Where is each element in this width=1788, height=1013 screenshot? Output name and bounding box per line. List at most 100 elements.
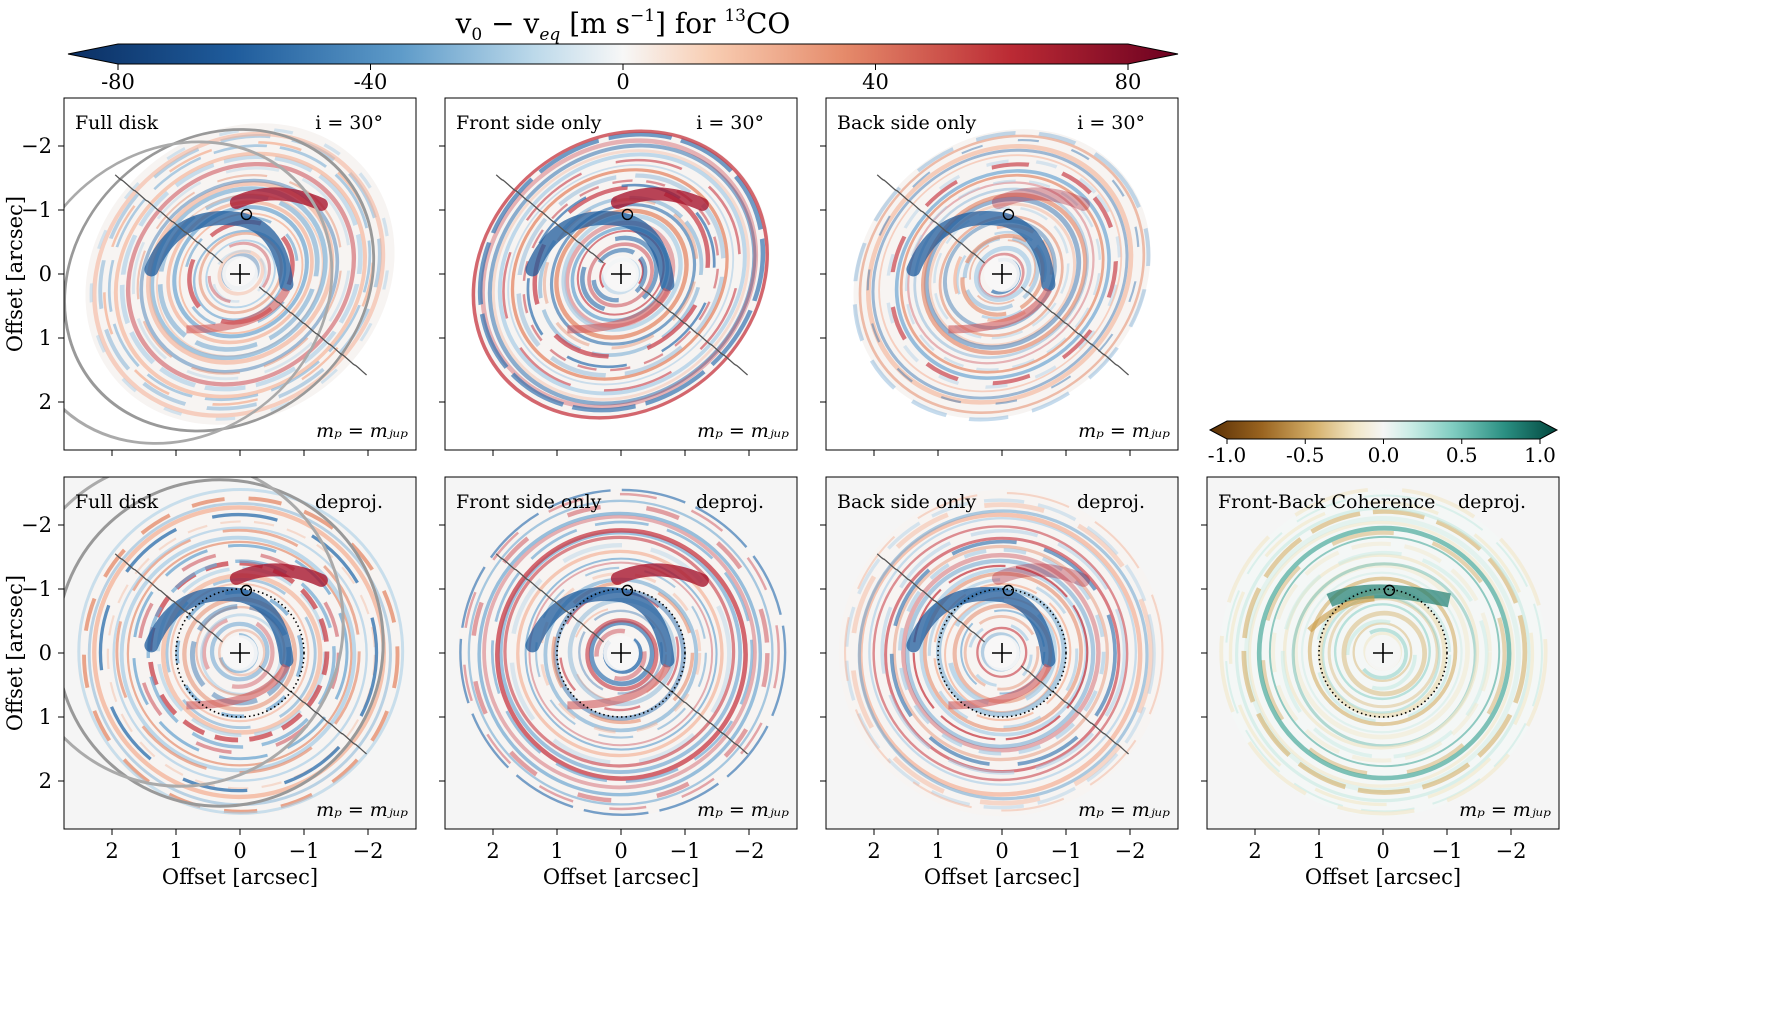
velocity-ring [98, 512, 379, 793]
panel-map [852, 129, 1151, 422]
colorbar-main-tick-label: -40 [354, 70, 388, 94]
x-axis-label: Offset [arcsec] [162, 865, 318, 889]
x-tick-label: 2 [105, 839, 118, 863]
axis-line-lower [1020, 665, 1130, 755]
velocity-ring [495, 528, 748, 781]
velocity-ring [1300, 571, 1463, 734]
planet-mass-label: mₚ = mⱼᵤₚ [316, 420, 408, 442]
disk-edge-contour [64, 478, 385, 808]
velocity-ring [487, 143, 757, 406]
y-tick-label: 0 [39, 641, 52, 665]
colorbar-coherence-tick-label: 0.5 [1446, 443, 1478, 467]
velocity-ring [205, 239, 276, 309]
velocity-ring [561, 213, 683, 332]
velocity-ring [878, 154, 1123, 393]
velocity-ring [471, 129, 769, 420]
lower-wake-positive [186, 287, 290, 334]
planet-marker [1002, 208, 1015, 221]
y-tick-label: −2 [21, 513, 52, 537]
velocity-ring [1356, 627, 1408, 680]
x-tick-label: −1 [289, 839, 320, 863]
velocity-ring [913, 187, 1089, 359]
velocity-ring [132, 543, 349, 761]
x-tick-label: 2 [867, 839, 880, 863]
velocity-ring [551, 581, 695, 725]
x-tick-label: −1 [1051, 839, 1082, 863]
panel-label: Full disk [75, 112, 159, 134]
panel-label: Back side only [837, 491, 977, 513]
outer-wake-positive [610, 563, 709, 587]
velocity-ring [1333, 603, 1431, 701]
velocity-ring [850, 502, 1154, 806]
velocity-ring [477, 511, 763, 797]
velocity-ring [217, 249, 265, 296]
velocity-ring [136, 174, 343, 375]
axis-line-lower [639, 286, 749, 376]
planet-mass-label: mₚ = mⱼᵤₚ [697, 799, 789, 821]
coherence-negative-arc [1307, 595, 1375, 633]
colorbar-main-bar [67, 43, 1179, 65]
inner-wake-negative [906, 211, 1056, 292]
planet-orbit [556, 588, 686, 718]
velocity-ring [146, 181, 335, 365]
panel-label: Front side only [456, 491, 602, 513]
colorbar-main-tick-label: 80 [1115, 70, 1142, 94]
velocity-ring [905, 558, 1096, 749]
velocity-ring [1247, 520, 1515, 788]
panel-deproj-back-side-only: Back side only deproj. mₚ = mⱼᵤₚ 2 1 0 −1 −2 Off… [820, 476, 1179, 889]
colorbar-main-tick-label: 40 [862, 70, 889, 94]
disk-edge-contours [64, 477, 385, 808]
velocity-ring [901, 552, 1101, 753]
panel-tag: i = 30° [696, 112, 764, 134]
velocity-ring [516, 549, 724, 758]
velocity-ring [922, 571, 1083, 732]
velocity-ring [852, 130, 1151, 422]
velocity-ring [884, 536, 1121, 774]
velocity-ring [524, 557, 718, 751]
outer-wake-positive [229, 563, 328, 587]
planet-marker [1383, 584, 1396, 597]
velocity-ring [580, 235, 659, 313]
x-tick-label: 0 [1376, 839, 1389, 863]
x-tick-label: −2 [734, 839, 765, 863]
planet-marker [1002, 584, 1015, 597]
velocity-ring [904, 179, 1102, 371]
outer-wake-positive [991, 563, 1090, 587]
velocity-ring [1225, 494, 1543, 813]
panel-label: Full disk [75, 491, 159, 513]
main-colorbar: v0 − veq [m s−1] for 13CO -80 -40 0 40 80 [67, 6, 1179, 94]
velocity-ring [209, 621, 270, 682]
panel-deproj-front-side-only: Front side only deproj. mₚ = mⱼᵤₚ 2 1 0 −1 −2 Of… [439, 476, 798, 889]
velocity-ring [131, 166, 351, 381]
velocity-ring [82, 496, 400, 814]
velocity-ring [137, 550, 341, 755]
axis-line-lower [258, 286, 368, 376]
axis-line-upper [495, 174, 605, 264]
inner-wake-negative [906, 586, 1056, 668]
velocity-ring [976, 626, 1028, 678]
velocity-ring [1256, 525, 1512, 781]
velocity-ring [906, 181, 1095, 365]
velocity-ring [1282, 553, 1480, 750]
x-tick-label: 0 [614, 839, 627, 863]
planet-marker [240, 584, 253, 597]
outer-wake-positive [991, 187, 1090, 211]
velocity-ring [146, 559, 336, 749]
x-axis-label: Offset [arcsec] [924, 865, 1080, 889]
panel-tag: deproj. [315, 491, 383, 513]
velocity-ring [107, 144, 372, 402]
velocity-ring [112, 526, 368, 782]
velocity-ring [858, 134, 1146, 414]
velocity-ring [1341, 610, 1428, 697]
planet-marker [621, 584, 634, 597]
velocity-ring [126, 540, 353, 767]
velocity-ring [212, 249, 267, 303]
velocity-ring [480, 138, 759, 410]
coherence-wake [1326, 584, 1451, 608]
panel-grid: Full disk i = 30° mₚ = mⱼᵤₚ −2 −1 0 1 2 Offset [… [3, 97, 1560, 889]
velocity-ring [844, 498, 1156, 810]
velocity-ring [899, 173, 1105, 374]
axis-line-lower [1020, 286, 1130, 376]
panel-deproj-front-back-coherence: Front-Back Coherence deproj. mₚ = mⱼᵤₚ 2 1 0 −… [1201, 476, 1560, 889]
